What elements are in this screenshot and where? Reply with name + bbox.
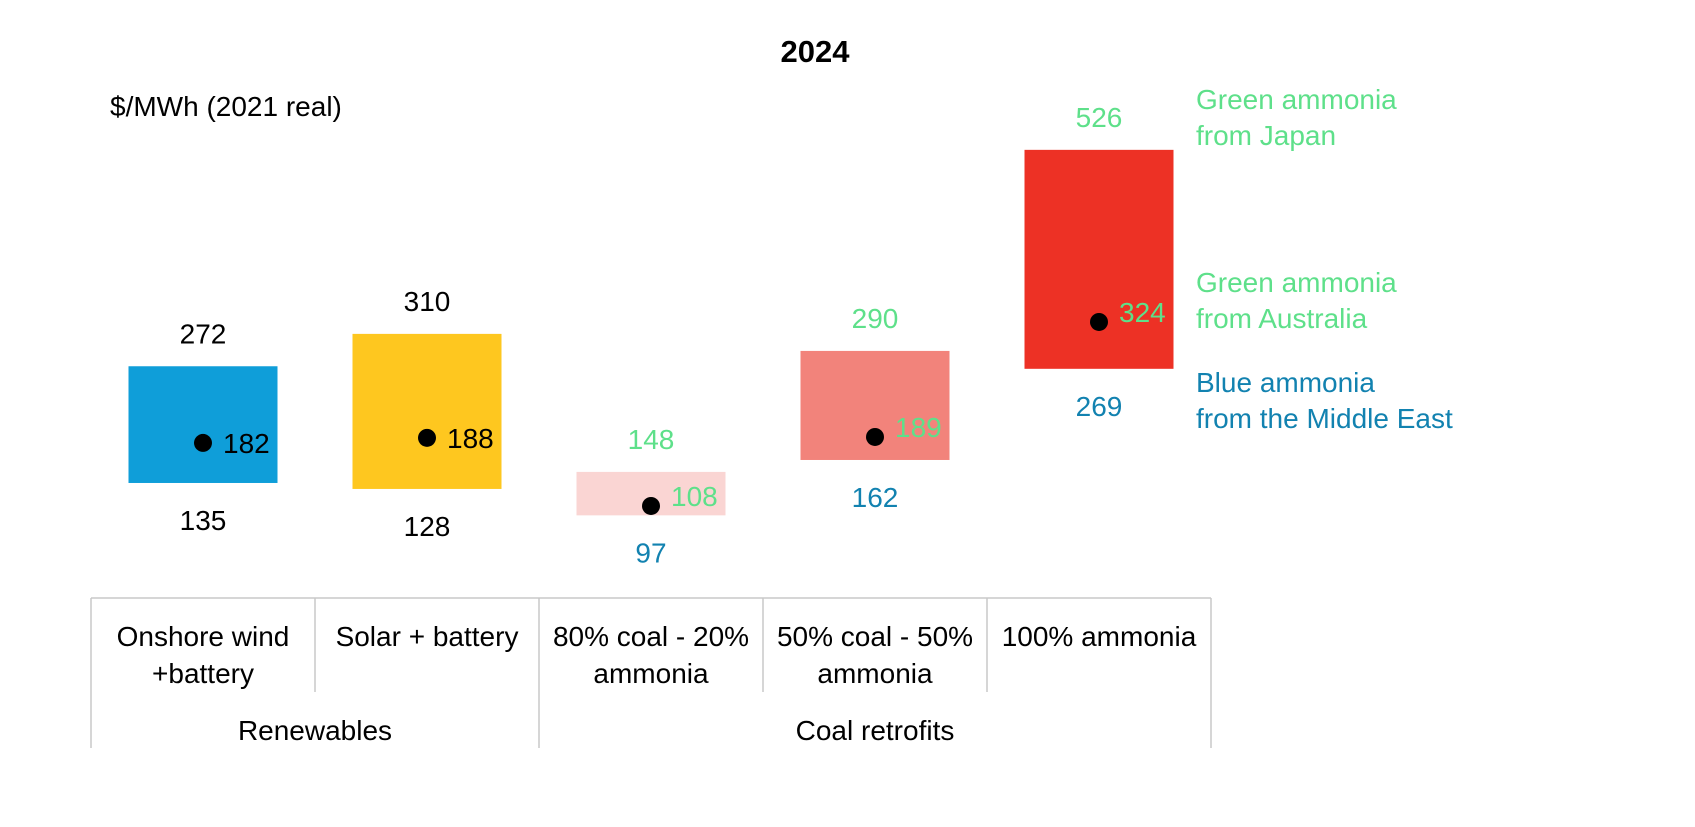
midpoint-dot xyxy=(642,496,660,515)
y-axis-unit-label: $/MWh (2021 real) xyxy=(110,91,342,122)
midpoint-dot xyxy=(418,428,436,447)
bar-group: 108 148 97 xyxy=(576,424,726,568)
low-value-label: 162 xyxy=(852,482,899,513)
mid-value-label: 182 xyxy=(223,428,270,459)
category-label: 80% coal - 20% ammonia xyxy=(553,621,749,689)
high-value-label: 272 xyxy=(180,318,227,349)
annotation-label: Green ammonia from Australia xyxy=(1196,267,1397,334)
mid-value-label: 188 xyxy=(447,423,494,454)
low-value-label: 128 xyxy=(404,511,451,542)
range-bar xyxy=(352,333,502,489)
annotations: Green ammonia from Japan Green ammonia from… xyxy=(1196,84,1453,434)
bar-group: 182 272 135 xyxy=(128,318,278,536)
group-label: Renewables xyxy=(238,715,392,746)
bar-group: 188 310 128 xyxy=(352,286,502,542)
midpoint-dot xyxy=(866,427,884,446)
low-value-label: 97 xyxy=(635,537,666,568)
category-table: Onshore wind +battery Solar + battery 80% c… xyxy=(90,597,1212,748)
annotation-label: Blue ammonia from the Middle East xyxy=(1196,367,1453,434)
high-value-label: 148 xyxy=(628,424,675,455)
range-bar xyxy=(1024,149,1174,369)
midpoint-dot xyxy=(194,433,212,452)
chart-title: 2024 xyxy=(781,34,851,69)
category-label: Solar + battery xyxy=(336,621,519,652)
mid-value-label: 324 xyxy=(1119,297,1166,328)
mid-value-label: 189 xyxy=(895,412,942,443)
bar-group: 189 290 162 xyxy=(800,303,950,513)
low-value-label: 135 xyxy=(180,505,227,536)
category-label: Onshore wind +battery xyxy=(117,621,290,689)
mid-value-label: 108 xyxy=(671,481,718,512)
annotation-label: Green ammonia from Japan xyxy=(1196,84,1397,151)
category-label: 100% ammonia xyxy=(1002,621,1197,652)
low-value-label: 269 xyxy=(1076,391,1123,422)
bar-group: 324 526 269 xyxy=(1024,102,1174,422)
high-value-label: 526 xyxy=(1076,102,1123,133)
group-label: Coal retrofits xyxy=(796,715,955,746)
category-label: 50% coal - 50% ammonia xyxy=(777,621,973,689)
high-value-label: 310 xyxy=(404,286,451,317)
bars: 182 272 135 188 310 128 108 148 97 189 290 162 324 52… xyxy=(128,102,1174,568)
high-value-label: 290 xyxy=(852,303,899,334)
midpoint-dot xyxy=(1090,312,1108,331)
range-bar xyxy=(128,366,278,483)
